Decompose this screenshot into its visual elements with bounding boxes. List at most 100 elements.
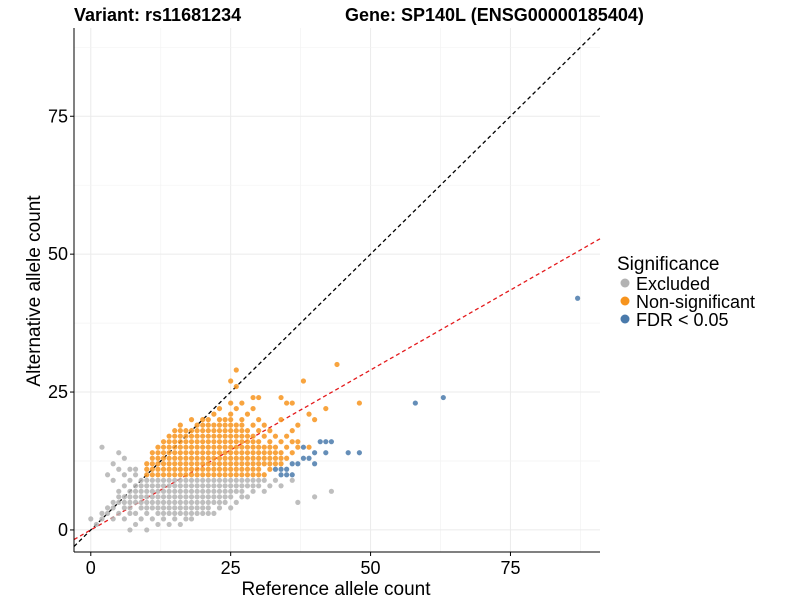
point-excluded bbox=[104, 472, 111, 478]
point-excluded bbox=[239, 488, 245, 494]
point-non-significant bbox=[295, 422, 301, 428]
point-excluded bbox=[205, 494, 211, 500]
point-non-significant bbox=[228, 428, 234, 434]
legend-label: Excluded bbox=[636, 274, 710, 294]
point-non-significant bbox=[200, 433, 206, 439]
point-excluded bbox=[211, 483, 217, 489]
point-non-significant bbox=[272, 444, 279, 450]
point-non-significant bbox=[216, 455, 223, 461]
point-non-significant bbox=[228, 439, 234, 445]
point-non-significant bbox=[233, 461, 239, 467]
point-excluded bbox=[222, 499, 228, 505]
point-fdr-0-05 bbox=[306, 455, 312, 461]
point-excluded bbox=[216, 483, 223, 489]
point-non-significant bbox=[211, 455, 217, 461]
point-non-significant bbox=[200, 428, 206, 434]
point-non-significant bbox=[261, 450, 267, 456]
point-excluded bbox=[222, 483, 228, 489]
point-non-significant bbox=[233, 405, 239, 412]
point-non-significant bbox=[222, 455, 228, 461]
point-excluded bbox=[222, 488, 228, 494]
point-non-significant bbox=[160, 455, 167, 461]
point-non-significant bbox=[222, 433, 228, 439]
point-excluded bbox=[188, 510, 195, 516]
chart-title-gene: Gene: SP140L (ENSG00000185404) bbox=[345, 5, 644, 25]
point-non-significant bbox=[289, 439, 295, 445]
point-excluded bbox=[116, 499, 122, 505]
point-non-significant bbox=[272, 455, 279, 461]
point-non-significant bbox=[172, 450, 178, 456]
point-excluded bbox=[160, 510, 167, 516]
point-non-significant bbox=[250, 439, 256, 445]
point-excluded bbox=[239, 477, 245, 483]
point-non-significant bbox=[177, 461, 183, 467]
point-non-significant bbox=[244, 428, 251, 434]
point-non-significant bbox=[194, 422, 200, 428]
point-non-significant bbox=[205, 428, 211, 434]
point-non-significant bbox=[160, 472, 167, 478]
point-non-significant bbox=[244, 433, 251, 439]
point-non-significant bbox=[188, 428, 195, 434]
point-non-significant bbox=[244, 439, 251, 445]
point-non-significant bbox=[155, 466, 161, 472]
point-excluded bbox=[228, 477, 234, 483]
point-non-significant bbox=[233, 422, 239, 428]
point-excluded bbox=[155, 494, 161, 500]
point-excluded bbox=[138, 483, 144, 489]
point-excluded bbox=[160, 477, 167, 483]
point-excluded bbox=[194, 477, 200, 483]
point-non-significant bbox=[272, 450, 279, 456]
point-excluded bbox=[127, 499, 133, 505]
point-excluded bbox=[155, 488, 161, 494]
point-non-significant bbox=[222, 444, 228, 450]
point-non-significant bbox=[228, 466, 234, 472]
point-non-significant bbox=[166, 433, 172, 439]
point-fdr-0-05 bbox=[312, 461, 318, 467]
point-fdr-0-05 bbox=[412, 400, 418, 406]
point-excluded bbox=[166, 510, 172, 516]
point-excluded bbox=[312, 494, 318, 500]
point-excluded bbox=[166, 494, 172, 500]
point-non-significant bbox=[261, 444, 267, 450]
point-non-significant bbox=[149, 455, 155, 461]
point-excluded bbox=[144, 527, 150, 533]
point-non-significant bbox=[211, 422, 217, 428]
point-excluded bbox=[149, 516, 155, 522]
point-excluded bbox=[155, 483, 161, 489]
point-non-significant bbox=[177, 444, 183, 450]
point-non-significant bbox=[188, 450, 195, 456]
point-non-significant bbox=[239, 433, 245, 439]
point-excluded bbox=[250, 483, 256, 489]
point-non-significant bbox=[222, 439, 228, 445]
y-tick-label: 50 bbox=[48, 244, 68, 264]
point-non-significant bbox=[233, 383, 239, 390]
point-non-significant bbox=[233, 455, 239, 461]
point-excluded bbox=[110, 516, 116, 522]
chart-title-variant: Variant: rs11681234 bbox=[74, 5, 241, 25]
point-excluded bbox=[121, 499, 127, 505]
point-non-significant bbox=[267, 455, 273, 461]
point-non-significant bbox=[250, 466, 256, 472]
point-excluded bbox=[144, 488, 150, 494]
point-non-significant bbox=[177, 439, 183, 445]
point-excluded bbox=[188, 477, 195, 483]
point-non-significant bbox=[228, 433, 234, 439]
point-non-significant bbox=[244, 455, 251, 461]
point-fdr-0-05 bbox=[345, 450, 351, 456]
point-non-significant bbox=[233, 472, 239, 478]
point-non-significant bbox=[177, 472, 183, 478]
point-excluded bbox=[278, 483, 284, 489]
point-non-significant bbox=[228, 411, 234, 417]
point-non-significant bbox=[200, 466, 206, 472]
point-non-significant bbox=[183, 472, 189, 478]
point-excluded bbox=[149, 477, 155, 483]
point-non-significant bbox=[295, 439, 301, 445]
point-non-significant bbox=[222, 472, 228, 478]
point-non-significant bbox=[222, 422, 228, 428]
point-non-significant bbox=[155, 444, 161, 450]
point-fdr-0-05 bbox=[575, 295, 581, 301]
point-non-significant bbox=[183, 439, 189, 445]
point-excluded bbox=[233, 499, 239, 505]
point-excluded bbox=[149, 505, 155, 511]
point-non-significant bbox=[194, 466, 200, 472]
